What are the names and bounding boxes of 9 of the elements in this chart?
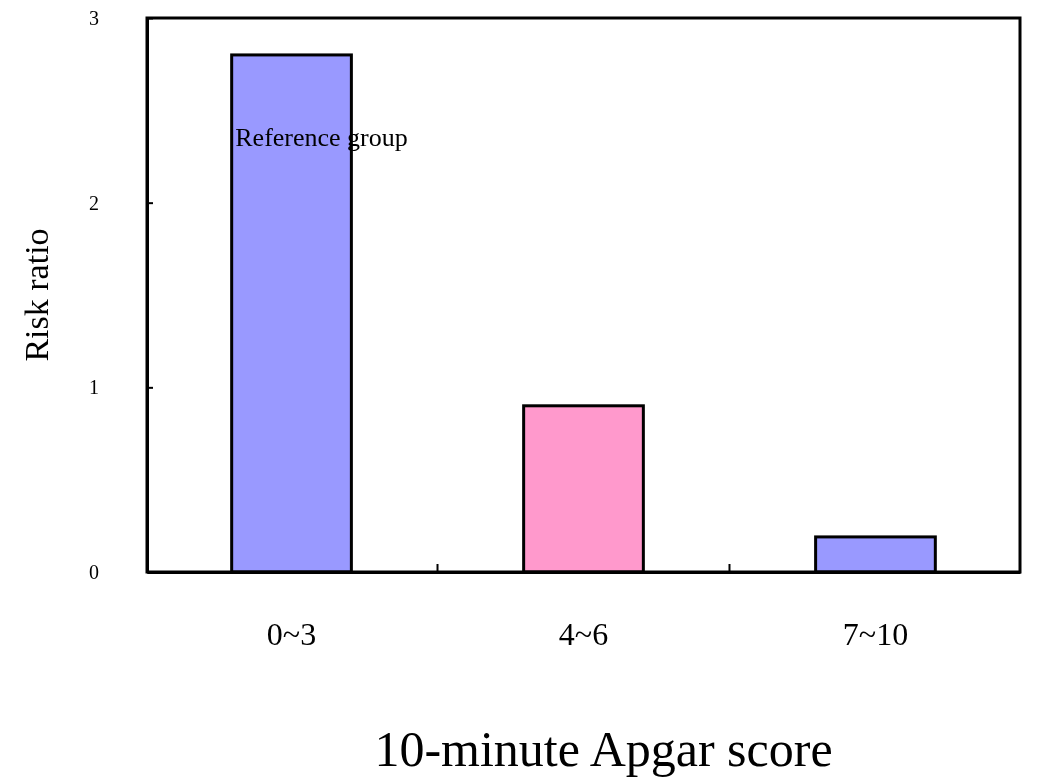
x-axis-title: 10-minute Apgar score	[374, 721, 833, 777]
x-tick-label: 4~6	[558, 615, 609, 652]
y-tick-label: 0	[89, 560, 99, 583]
y-tick-label: 3	[89, 6, 99, 29]
x-tick-label: 7~10	[842, 615, 909, 652]
x-tick-label: 0~3	[266, 615, 317, 652]
y-tick-label: 2	[89, 191, 99, 214]
y-tick-label: 1	[89, 376, 99, 399]
y-axis-title: Risk ratio	[18, 228, 55, 362]
